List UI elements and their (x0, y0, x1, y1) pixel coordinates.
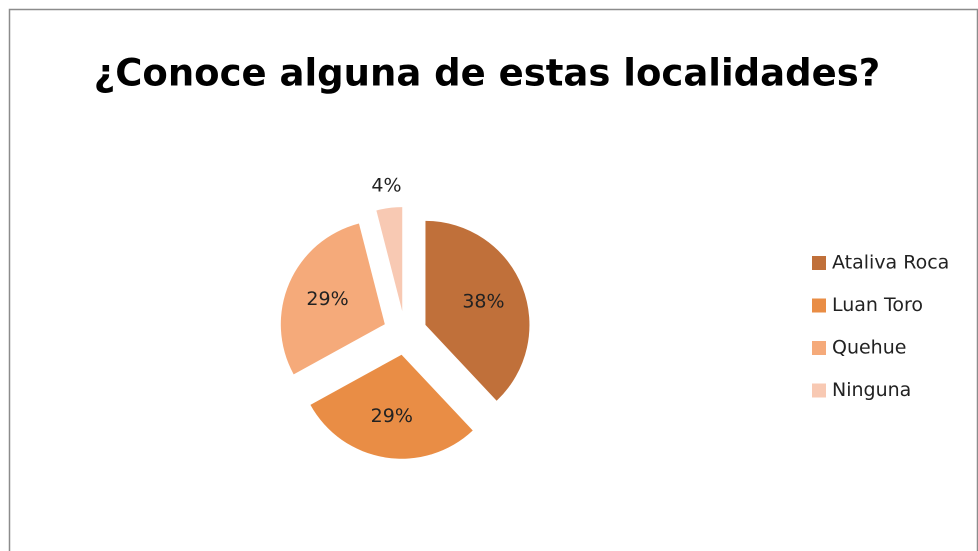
legend-swatch (812, 341, 826, 355)
legend-swatch (812, 298, 826, 313)
legend-swatch (812, 383, 826, 398)
pie-slice (376, 207, 403, 312)
data-label: 4% (371, 175, 401, 197)
legend-label: Quehue (832, 337, 906, 359)
pie-slice (425, 220, 530, 401)
pie-slice (280, 223, 385, 375)
chart-title: ¿Conoce alguna de estas localidades? (94, 52, 880, 95)
legend-label: Ataliva Roca (832, 252, 949, 274)
legend-label: Ninguna (832, 379, 911, 401)
pie-slice (310, 354, 473, 459)
data-label: 38% (462, 290, 504, 312)
data-label: 29% (371, 405, 413, 427)
legend-swatch (812, 256, 826, 270)
legend-label: Luan Toro (832, 294, 923, 316)
data-label: 29% (306, 288, 348, 310)
